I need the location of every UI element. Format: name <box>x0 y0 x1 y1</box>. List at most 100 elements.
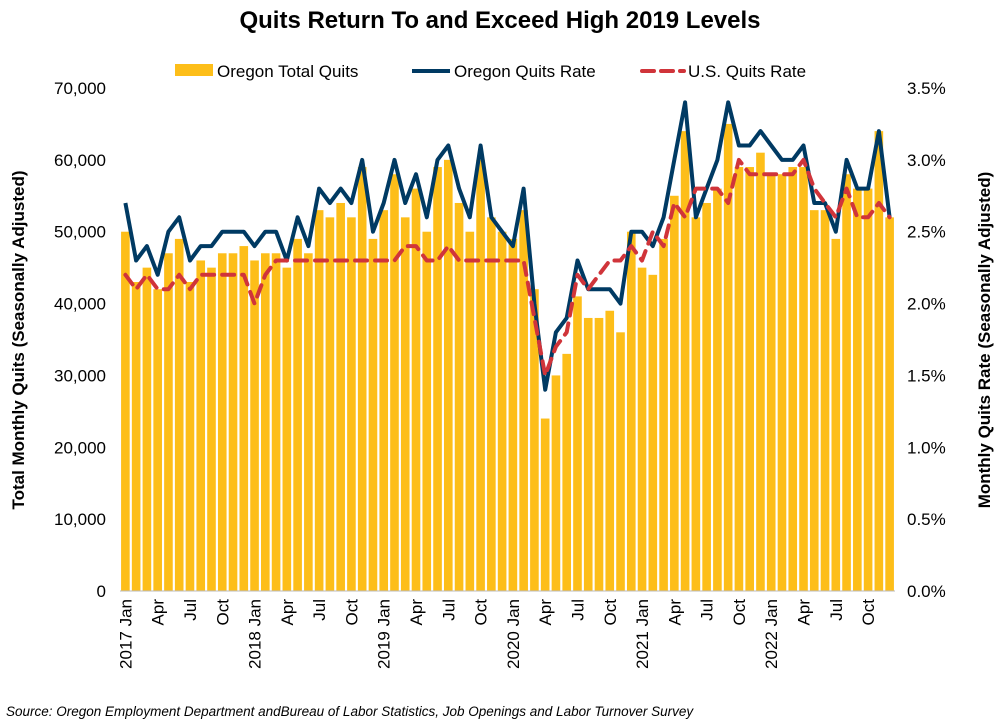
bar <box>314 210 324 591</box>
y-left-tick-label: 60,000 <box>54 151 106 170</box>
y-right-tick-label: 1.5% <box>907 366 946 385</box>
x-tick-label: Jul <box>310 599 329 621</box>
bar <box>207 267 216 591</box>
bar <box>648 274 658 591</box>
bar <box>766 174 776 591</box>
bar <box>745 167 754 592</box>
bar <box>487 217 496 592</box>
bar <box>153 289 162 591</box>
legend-swatch-oregon-total-quits <box>175 64 213 76</box>
y-right-tick-label: 3.5% <box>907 79 946 98</box>
x-tick-label: 2020 Jan <box>504 599 523 669</box>
y-left-tick-label: 10,000 <box>54 510 106 529</box>
bar <box>777 174 787 591</box>
x-tick-label: Apr <box>536 599 555 626</box>
x-tick-label: Jul <box>698 599 717 621</box>
bar <box>357 167 367 592</box>
bar <box>185 282 195 591</box>
x-tick-label: 2022 Jan <box>762 599 781 669</box>
y-left-tick-label: 50,000 <box>54 223 106 242</box>
bar <box>691 217 701 592</box>
y-left-tick-label: 40,000 <box>54 295 106 314</box>
y-right-tick-label: 2.0% <box>907 295 946 314</box>
y-right-tick-label: 3.0% <box>907 151 946 170</box>
bar <box>680 131 690 591</box>
y-right-tick-label: 0.5% <box>907 510 946 529</box>
source-note: Source: Oregon Employment Department and… <box>6 704 694 719</box>
x-tick-label: Apr <box>665 599 684 626</box>
bar <box>433 167 442 592</box>
bar <box>239 246 249 592</box>
x-tick-label: 2021 Jan <box>633 599 652 669</box>
bar <box>551 375 561 591</box>
bar <box>637 267 647 591</box>
bar <box>304 253 313 591</box>
bar <box>573 296 582 591</box>
bar <box>788 167 798 592</box>
bar <box>131 282 141 591</box>
bar <box>562 353 572 591</box>
bar <box>853 188 862 591</box>
y-right-tick-label: 0.0% <box>907 582 946 601</box>
x-tick-label: Oct <box>342 599 361 626</box>
y-left-tick-label: 30,000 <box>54 366 106 385</box>
bar <box>174 238 184 591</box>
rate-lines <box>123 100 892 392</box>
x-tick-label: 2017 Jan <box>116 599 135 669</box>
x-tick-label: 2019 Jan <box>375 599 394 669</box>
y-axis-right-label: Monthly Quits Rate (Seasonally Adjusted) <box>975 172 994 509</box>
bar <box>400 217 410 592</box>
bar <box>863 188 873 591</box>
bar <box>519 210 528 591</box>
x-tick-label: Apr <box>795 599 814 626</box>
bar <box>121 231 130 591</box>
bar <box>164 253 173 591</box>
bar <box>217 253 227 591</box>
bar <box>734 167 744 592</box>
x-tick-label: Apr <box>149 599 168 626</box>
bar <box>497 231 507 591</box>
bar <box>508 238 518 591</box>
bar <box>670 195 679 592</box>
bar <box>228 253 238 591</box>
bar <box>842 174 851 591</box>
bar <box>820 210 830 591</box>
bar <box>293 238 302 591</box>
bar <box>756 152 765 591</box>
x-tick-label: Jul <box>439 599 458 621</box>
bar <box>723 123 733 591</box>
x-tick-label: Jul <box>568 599 587 621</box>
y-right-tick-label: 2.5% <box>907 223 946 242</box>
bar <box>347 217 356 592</box>
x-tick-label: Oct <box>472 599 491 626</box>
bar <box>271 253 281 591</box>
bar <box>702 202 711 591</box>
bar <box>250 260 259 591</box>
y-right-tick-label: 1.0% <box>907 438 946 457</box>
legend-label-oregon-quits-rate: Oregon Quits Rate <box>454 62 596 81</box>
bar <box>831 238 841 591</box>
bar <box>390 174 399 591</box>
bar <box>261 253 270 591</box>
bar <box>809 210 819 591</box>
legend-label-us-quits-rate: U.S. Quits Rate <box>688 62 806 81</box>
y-left-tick-label: 0 <box>97 582 106 601</box>
bars-oregon-total-quits <box>121 123 894 592</box>
bar <box>583 317 593 591</box>
bar <box>530 289 539 591</box>
bar <box>325 217 335 592</box>
bar <box>713 188 722 591</box>
bar <box>465 231 475 591</box>
bar <box>616 332 625 591</box>
x-tick-label: Jul <box>827 599 846 621</box>
bar <box>799 167 808 592</box>
bar <box>411 188 421 591</box>
bar <box>454 202 464 591</box>
bar <box>874 131 884 591</box>
bar <box>379 210 389 591</box>
x-tick-label: Oct <box>859 599 878 626</box>
x-tick-label: Oct <box>730 599 749 626</box>
bar <box>659 238 668 591</box>
chart-title: Quits Return To and Exceed High 2019 Lev… <box>239 7 760 34</box>
